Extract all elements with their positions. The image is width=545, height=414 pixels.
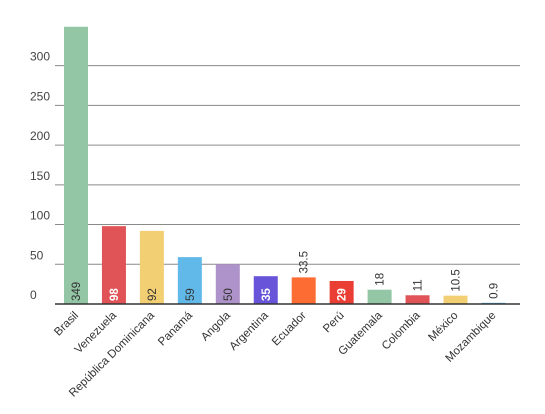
bar-guatemala	[367, 289, 392, 304]
data-label: 35	[261, 288, 273, 301]
category-label: Perú	[321, 310, 347, 336]
category-label: Ecuador	[270, 310, 309, 349]
bar-colombia	[405, 295, 430, 304]
category-label: Panamá	[156, 309, 195, 348]
y-tick-label: 100	[30, 209, 50, 223]
data-label: 18	[375, 273, 387, 286]
bar-venezuela	[101, 226, 126, 304]
bar-argentina	[253, 276, 278, 304]
y-axis-ticks: 0 50 100 150 200 250 300	[30, 50, 50, 302]
y-tick-label: 300	[30, 50, 50, 64]
bar-rep-blica-dominicana	[139, 230, 164, 304]
gridlines	[55, 65, 520, 265]
y-tick-label: 50	[30, 248, 44, 262]
data-label: 10.5	[451, 269, 463, 291]
bars	[64, 26, 506, 305]
bar-panam-	[177, 257, 202, 304]
data-labels: 349 98 92 59 50 35 33.5 29 18 11 10.5 0.9	[71, 251, 500, 301]
bar-brasil	[64, 26, 88, 305]
category-label: Angola	[199, 309, 233, 343]
data-label: 33.5	[299, 251, 311, 273]
bar-ecuador	[291, 277, 316, 304]
data-label: 349	[71, 282, 83, 301]
data-label: 29	[337, 288, 349, 301]
data-label: 11	[413, 279, 425, 291]
data-label: 59	[185, 288, 197, 301]
category-label: Brasil	[52, 310, 81, 339]
bar-angola	[215, 264, 240, 304]
y-tick-label: 200	[30, 129, 50, 143]
data-label: 0.9	[488, 283, 500, 299]
data-label: 50	[223, 288, 235, 301]
category-label: México	[426, 310, 460, 344]
bar-per-	[329, 280, 354, 304]
category-label: Colombia	[380, 309, 423, 352]
data-label: 98	[109, 288, 121, 301]
bar-m-xico	[443, 295, 468, 304]
y-tick-label: 150	[30, 169, 50, 183]
category-label: Argentina	[228, 309, 272, 353]
y-tick-label: 250	[30, 89, 50, 103]
data-label: 92	[147, 288, 159, 301]
y-tick-label: 0	[30, 288, 37, 302]
